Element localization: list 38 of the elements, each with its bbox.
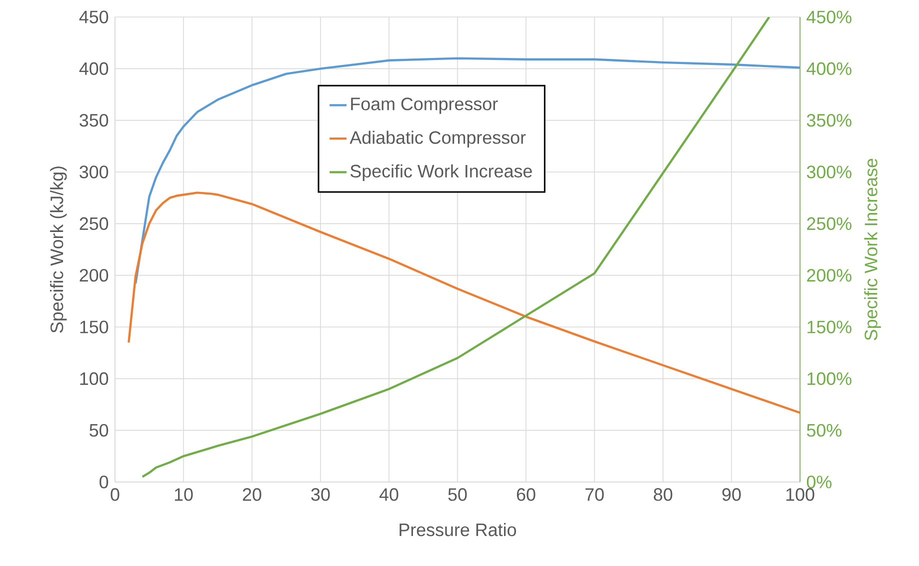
y2-tick-label: 450% (806, 10, 852, 24)
x-tick-label: 20 (242, 488, 262, 501)
x-tick-label: 60 (516, 488, 536, 501)
x-tick-label: 80 (654, 488, 672, 501)
y-tick-label: 250 (80, 217, 108, 230)
x-axis-title: Pressure Ratio (400, 523, 516, 536)
y2-tick-label: 350% (806, 114, 852, 127)
y-tick-label: 350 (80, 114, 108, 127)
y2-tick-label: 300% (806, 166, 852, 178)
y2-tick-label: 400% (806, 62, 852, 76)
y2-tick-label: 150% (808, 320, 852, 334)
y-tick-label: 150 (80, 320, 108, 334)
y2-tick-label: 0% (806, 476, 832, 488)
x-tick-label: 30 (311, 488, 330, 501)
y-tick-label: 450 (79, 10, 108, 24)
legend-label: Specific Work Increase (350, 164, 532, 182)
legend-label: Adiabatic Compressor (350, 130, 526, 148)
x-tick-label: 40 (379, 488, 398, 501)
x-tick-label: 0 (110, 488, 120, 501)
x-tick-label: 50 (448, 488, 467, 501)
y2-axis-title: Specific Work Increase (864, 158, 881, 340)
y-tick-label: 50 (90, 424, 108, 437)
y-tick-label: 400 (79, 62, 108, 76)
y2-tick-label: 200% (807, 268, 852, 282)
y-axis-title: Specific Work (kJ/kg) (50, 166, 67, 333)
x-tick-label: 100 (786, 488, 814, 501)
y-tick-label: 100 (80, 372, 108, 386)
x-tick-label: 10 (174, 488, 193, 501)
line-series (134, 57, 800, 285)
x-tick-label: 90 (722, 488, 741, 501)
x-tick-label: 70 (585, 488, 604, 501)
y-tick-label: 0 (100, 476, 108, 488)
y2-tick-label: 50% (806, 424, 842, 437)
y2-tick-label: 250% (807, 217, 852, 230)
legend-label: Foam Compressor (351, 98, 498, 114)
y2-tick-label: 100% (808, 372, 852, 386)
y-tick-label: 300 (80, 166, 108, 178)
y-tick-label: 200 (80, 268, 108, 282)
